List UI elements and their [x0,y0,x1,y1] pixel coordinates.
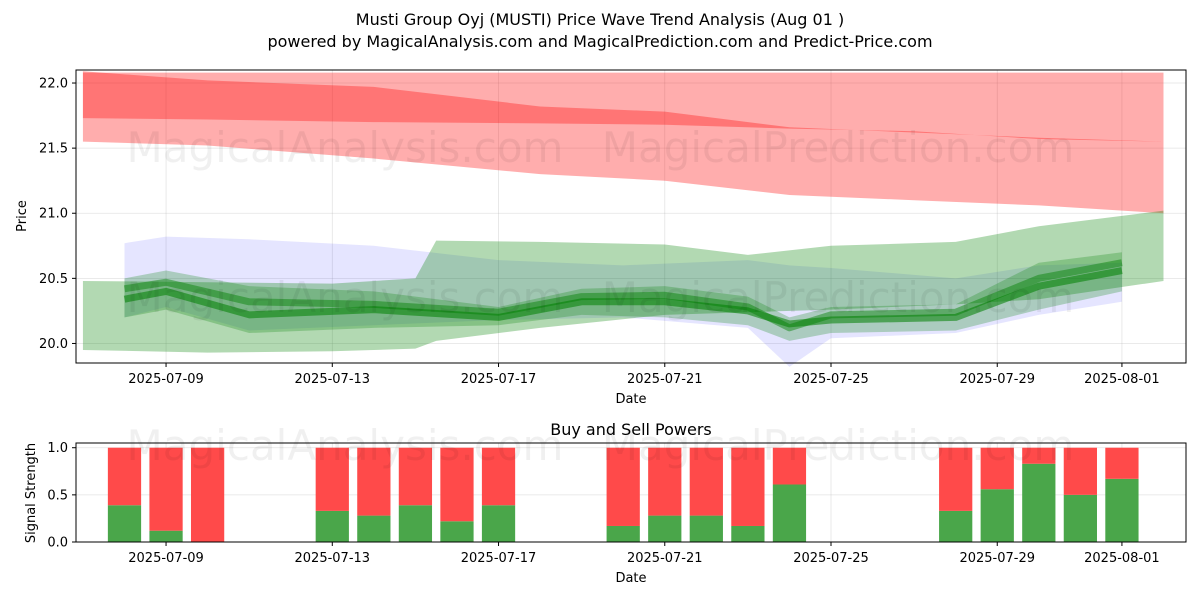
sell-bar-2025-08-01 [1105,447,1139,479]
watermark-left: MagicalAnalysis.com [127,123,564,172]
sell-bar-2025-07-22 [689,447,723,516]
buy-bar-2025-07-30 [1022,463,1056,542]
watermark-right-2: MagicalPrediction.com [602,273,1075,322]
price-grid [76,70,1186,363]
sell-bar-2025-07-24 [772,447,807,485]
sell-bar-2025-07-17 [481,447,516,506]
buy-bar-2025-07-31 [1063,494,1097,542]
sell-bar-2025-07-23 [731,447,765,526]
price-x-tick-label-5: 2025-07-29 [959,372,1035,387]
price-wave-line-0 [123,267,1123,328]
signal-x-ticks: 2025-07-09 2025-07-13 2025-07-17 2025-07-21… [128,542,1160,566]
signal-plot: Buy and Sell Powers MagicalAnalysis.com … [24,420,1187,586]
buy-bar-2025-07-29 [980,489,1014,542]
price-x-tick-label-1: 2025-07-13 [295,372,371,387]
signal-y-tick-label-2: 1.0 [47,441,68,456]
sell-bar-2025-07-10 [190,447,225,542]
buy-bar-2025-07-15 [398,505,433,542]
sell-bar-2025-07-09 [149,447,183,531]
price-plot: MagicalAnalysis.com MagicalPrediction.co… [15,69,1187,407]
chart-subtitle: powered by MagicalAnalysis.com and Magic… [267,32,932,51]
signal-x-tick-label-5: 2025-07-29 [959,551,1035,566]
signal-y-axis-label: Signal Strength [24,443,39,543]
signal-x-tick-label-0: 2025-07-09 [128,551,204,566]
watermark-left-3: MagicalAnalysis.com [127,421,564,470]
sell-bar-2025-07-30 [1022,447,1056,464]
price-bands [82,71,1164,367]
buy-bar-2025-07-13 [315,510,349,542]
price-x-tick-label-3: 2025-07-21 [627,372,703,387]
price-y-axis-label: Price [15,200,30,232]
watermark-right-3: MagicalPrediction.com [602,421,1075,470]
sell-bar-2025-07-29 [980,447,1014,490]
buy-bar-2025-08-01 [1105,478,1139,542]
sell-bar-2025-07-21 [648,447,682,516]
signal-y-tick-label-0: 0.0 [47,536,68,551]
signal-x-axis-label: Date [615,571,646,586]
sell-bar-2025-07-13 [315,447,349,511]
price-x-axis-label: Date [615,392,646,407]
price-plot-frame [75,69,1187,364]
price-y-tick-label-1: 20.5 [39,272,68,287]
price-y-tick-label-3: 21.5 [39,142,68,157]
buy-bar-2025-07-28 [939,510,973,542]
price-y-tick-label-2: 21.0 [39,207,68,222]
price-wave-line-1 [123,259,1123,332]
price-y-tick-label-4: 22.0 [39,77,68,92]
sell-bar-2025-07-31 [1063,447,1097,495]
signal-x-tick-label-6: 2025-08-01 [1084,551,1160,566]
price-band-red-1 [82,71,1164,142]
signal-bars [107,447,1139,542]
buy-bar-2025-07-24 [772,484,807,542]
price-band-green-3 [82,210,1164,353]
buy-bar-2025-07-22 [689,515,723,542]
price-lines [123,259,1123,332]
buy-bar-2025-07-16 [440,521,474,542]
sell-bar-2025-07-15 [398,447,433,506]
signal-title: Buy and Sell Powers [550,420,712,439]
signal-x-tick-label-4: 2025-07-25 [793,551,869,566]
price-x-tick-label-2: 2025-07-17 [461,372,537,387]
price-x-tick-label-4: 2025-07-25 [793,372,869,387]
signal-x-tick-label-1: 2025-07-13 [295,551,371,566]
buy-bar-2025-07-17 [481,505,516,542]
chart-title: Musti Group Oyj (MUSTI) Price Wave Trend… [356,10,844,29]
sell-bar-2025-07-14 [357,447,391,516]
sell-bar-2025-07-16 [440,447,474,522]
buy-bar-2025-07-09 [149,530,183,542]
price-band-red-0 [82,72,1164,214]
sell-bar-2025-07-28 [939,447,973,511]
signal-y-tick-label-1: 0.5 [47,488,68,503]
price-x-tick-label-0: 2025-07-09 [128,372,204,387]
sell-bar-2025-07-08 [107,447,142,506]
signal-x-tick-label-2: 2025-07-17 [461,551,537,566]
buy-bar-2025-07-23 [731,525,765,542]
buy-bar-2025-07-14 [357,515,391,542]
watermark-left-2: MagicalAnalysis.com [127,273,564,322]
buy-bar-2025-07-08 [107,505,142,542]
price-y-ticks: 20.0 20.5 21.0 21.5 22.0 [39,77,76,352]
price-x-tick-label-6: 2025-08-01 [1084,372,1160,387]
signal-plot-frame [75,442,1187,543]
signal-x-tick-label-3: 2025-07-21 [627,551,703,566]
sell-bar-2025-07-20 [606,447,640,526]
signal-y-ticks: 0.0 0.5 1.0 [47,441,76,551]
buy-bar-2025-07-21 [648,515,682,542]
watermark-right: MagicalPrediction.com [602,123,1075,172]
buy-bar-2025-07-20 [606,525,640,542]
price-y-tick-label-0: 20.0 [39,337,68,352]
price-x-ticks: 2025-07-09 2025-07-13 2025-07-17 2025-07-21… [128,363,1160,387]
